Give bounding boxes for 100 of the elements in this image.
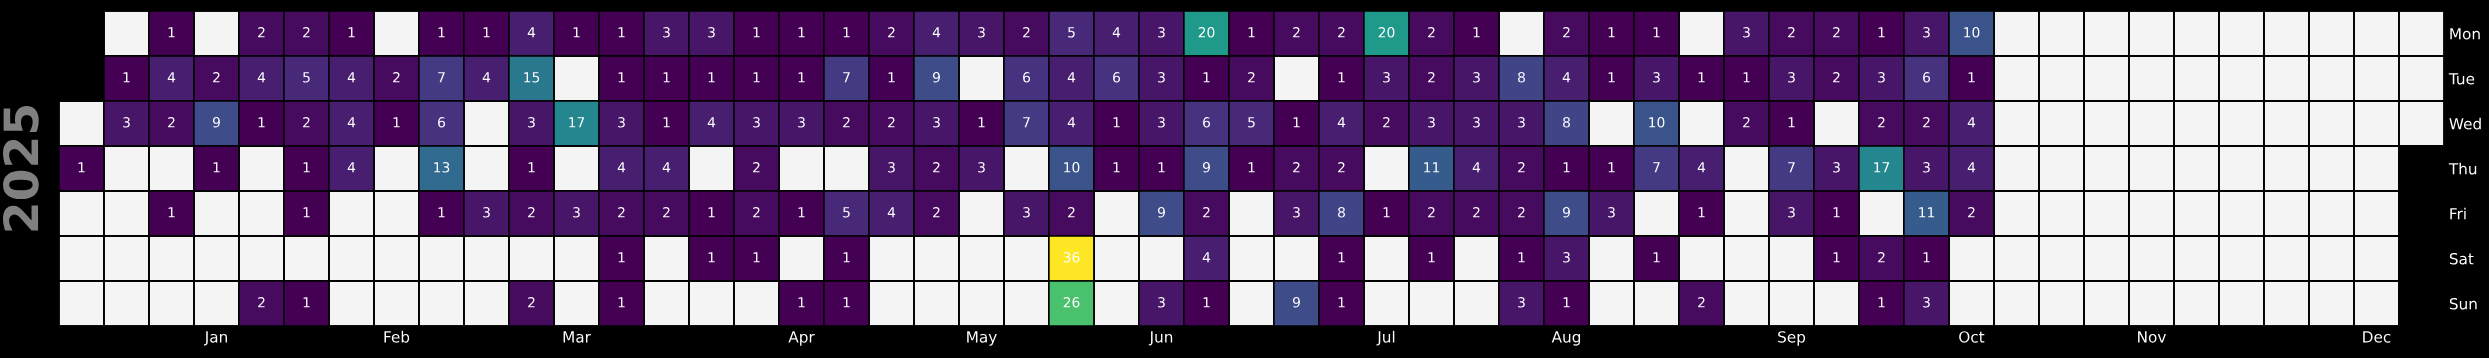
data-label: 4 <box>932 27 941 38</box>
data-label: 4 <box>257 72 266 83</box>
data-label: 9 <box>212 117 220 128</box>
data-label: 2 <box>1248 72 1255 83</box>
data-label: 11 <box>1424 162 1440 173</box>
data-label: 3 <box>1428 117 1435 128</box>
data-label: 2 <box>258 297 265 308</box>
data-label: 2 <box>258 27 265 38</box>
data-label: 17 <box>569 117 585 128</box>
data-label: 4 <box>347 162 356 173</box>
data-label: 3 <box>1788 207 1795 218</box>
data-label: 36 <box>1063 252 1080 263</box>
data-label: 2 <box>1563 27 1570 38</box>
data-label: 1 <box>1743 72 1750 83</box>
data-label: 4 <box>1112 27 1121 38</box>
data-label: 2 <box>663 207 670 218</box>
data-label: 13 <box>434 162 450 173</box>
data-label: 5 <box>303 72 310 83</box>
data-label: 3 <box>618 117 625 128</box>
data-label: 3 <box>978 162 985 173</box>
data-label: 3 <box>528 117 535 128</box>
data-label: 2 <box>1293 27 1300 38</box>
data-label: 2 <box>528 207 535 218</box>
data-label: 1 <box>1788 117 1795 128</box>
data-label: 1 <box>1248 27 1255 38</box>
data-label: 3 <box>1878 72 1885 83</box>
data-label: 3 <box>1158 117 1165 128</box>
x-tick-label: Dec <box>2363 331 2391 343</box>
data-label: 2 <box>1203 207 1210 218</box>
x-tick-label: Sep <box>1778 331 1806 346</box>
data-label: 4 <box>1697 162 1706 173</box>
data-label: 3 <box>1923 27 1930 38</box>
data-label: 3 <box>1788 72 1795 83</box>
data-label: 1 <box>1878 27 1885 38</box>
x-tick-label: Jan <box>203 331 227 346</box>
data-label: 3 <box>1923 297 1930 308</box>
data-label: 6 <box>1923 72 1931 83</box>
data-label: 2 <box>303 117 310 128</box>
data-label: 7 <box>843 72 850 83</box>
data-label: 2 <box>1473 207 1480 218</box>
data-label: 20 <box>1198 27 1215 38</box>
data-label: 1 <box>168 27 175 38</box>
data-label: 1 <box>303 207 310 218</box>
data-label: 1 <box>438 27 445 38</box>
data-label: 1 <box>798 27 805 38</box>
data-label: 3 <box>1923 162 1930 173</box>
data-label: 9 <box>1562 207 1570 218</box>
data-label: 2 <box>888 117 895 128</box>
data-label: 2 <box>1788 27 1795 38</box>
data-label: 3 <box>1653 72 1660 83</box>
data-label: 2 <box>1293 162 1300 173</box>
data-label: 1 <box>213 162 220 173</box>
data-label: 3 <box>1473 117 1480 128</box>
data-label: 1 <box>1968 72 1975 83</box>
data-label: 1 <box>753 27 760 38</box>
data-label: 3 <box>573 207 580 218</box>
data-label: 2 <box>1023 27 1030 38</box>
data-label: 1 <box>618 72 625 83</box>
data-label: 1 <box>123 72 130 83</box>
data-label: 5 <box>1248 117 1255 128</box>
data-label: 8 <box>1518 72 1525 83</box>
data-label: 1 <box>1338 72 1345 83</box>
y-axis-title: 2025 <box>3 106 39 231</box>
data-label: 1 <box>258 117 265 128</box>
y-tick-label: Mon <box>2450 28 2480 40</box>
data-label: 7 <box>1788 162 1795 173</box>
data-label: 1 <box>708 72 715 83</box>
data-label: 1 <box>663 72 670 83</box>
data-label: 2 <box>1833 72 1840 83</box>
data-label: 1 <box>798 297 805 308</box>
data-label: 2 <box>528 297 535 308</box>
data-label: 1 <box>1563 162 1570 173</box>
data-label: 3 <box>663 27 670 38</box>
data-label: 5 <box>843 207 850 218</box>
y-tick-label: Sat <box>2449 252 2474 265</box>
data-label: 3 <box>933 117 940 128</box>
data-label: 6 <box>1113 72 1121 83</box>
data-label: 1 <box>1698 72 1705 83</box>
data-label: 1 <box>1113 162 1120 173</box>
data-label: 3 <box>123 117 130 128</box>
data-label: 1 <box>348 27 355 38</box>
y-tick-label: Wed <box>2449 117 2481 130</box>
data-label: 3 <box>708 27 715 38</box>
data-label: 1 <box>1878 297 1885 308</box>
data-label: 3 <box>1608 207 1615 218</box>
data-label: 1 <box>843 252 850 263</box>
data-label: 2 <box>618 207 625 218</box>
data-label: 1 <box>843 27 850 38</box>
data-label: 1 <box>798 207 805 218</box>
y-tick-label: Fri <box>2450 207 2466 220</box>
data-label: 2 <box>393 72 400 83</box>
data-label: 3 <box>1743 27 1750 38</box>
data-label: 6 <box>438 117 446 128</box>
data-label: 1 <box>78 162 85 173</box>
data-label: 4 <box>1067 117 1076 128</box>
data-label: 2 <box>1698 297 1705 308</box>
data-label: 2 <box>753 162 760 173</box>
data-label: 2 <box>1968 207 1975 218</box>
data-label: 1 <box>1833 207 1840 218</box>
data-label: 2 <box>1068 207 1075 218</box>
